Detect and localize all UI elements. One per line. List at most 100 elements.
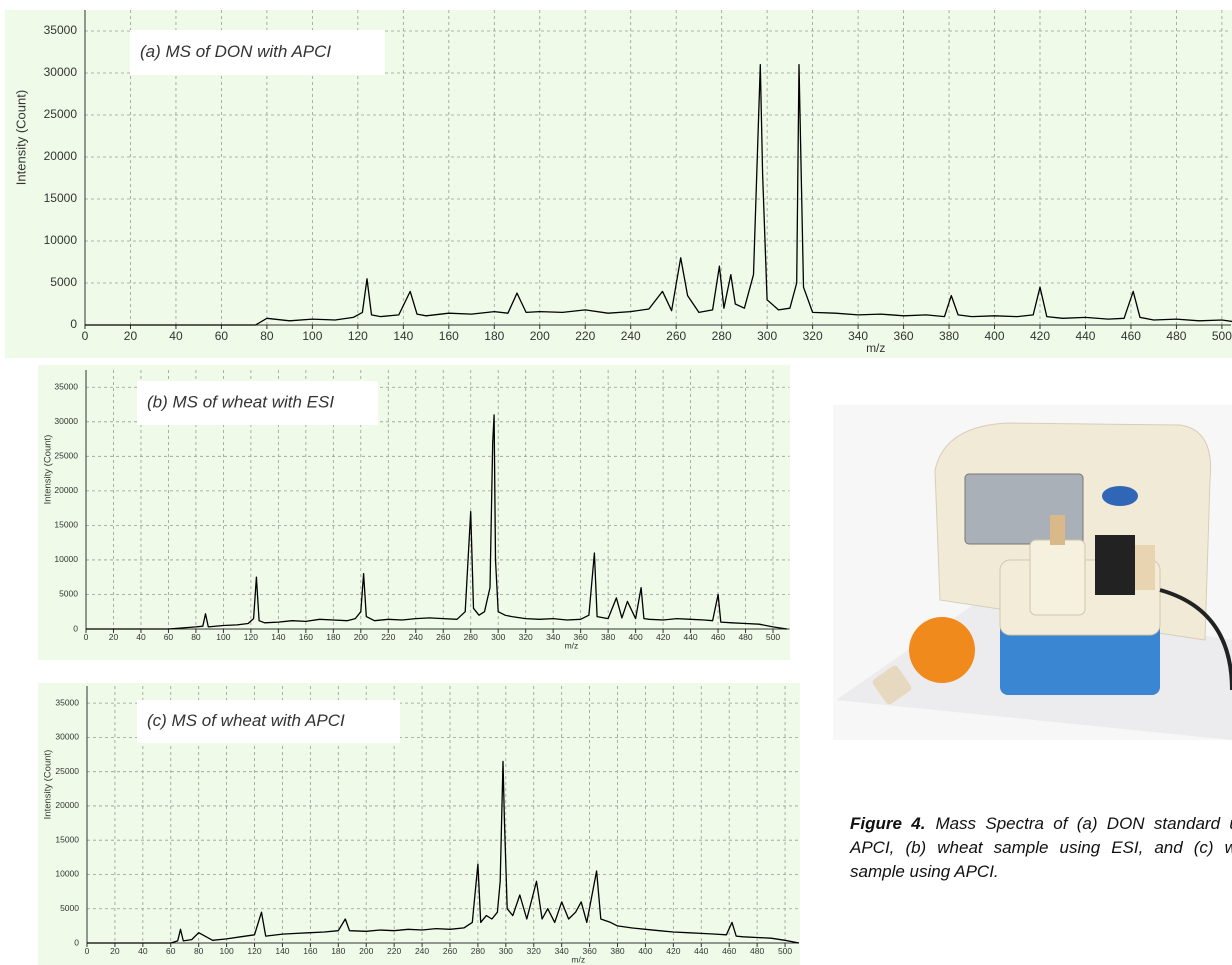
spectrum-chart: 0 5000 10000 15000 20000 25000 30000 35000 0 20 40… (38, 683, 800, 965)
x-tick-label: 460 (722, 946, 736, 956)
figure-caption: Figure 4. Mass Spectra of (a) DON standar… (850, 812, 1232, 884)
x-tick-label: 500 (778, 946, 792, 956)
x-tick-label: 440 (694, 946, 708, 956)
spectrum-chart: 0 5000 10000 15000 20000 25000 30000 35000 0 20 40… (5, 10, 1232, 358)
x-tick-label: 180 (326, 632, 340, 642)
x-tick-label: 240 (409, 632, 423, 642)
y-tick-label: 30000 (54, 416, 78, 426)
x-axis-label: m/z (866, 341, 885, 355)
x-tick-label: 80 (191, 632, 201, 642)
x-tick-label: 20 (124, 329, 138, 343)
x-tick-label: 300 (499, 946, 513, 956)
x-tick-label: 280 (464, 632, 478, 642)
y-tick-label: 15000 (55, 834, 79, 844)
y-tick-label: 5000 (50, 275, 77, 289)
x-tick-label: 80 (260, 329, 274, 343)
y-axis-label: Intensity (Count) (43, 750, 54, 820)
x-tick-label: 160 (299, 632, 313, 642)
caption-text: Mass Spectra of (a) DON standard using A… (850, 814, 1232, 881)
x-tick-label: 60 (215, 329, 229, 343)
x-tick-label: 420 (666, 946, 680, 956)
x-tick-label: 360 (582, 946, 596, 956)
y-tick-label: 0 (73, 623, 78, 633)
annotation-box (137, 381, 378, 425)
x-tick-label: 220 (575, 329, 595, 343)
x-axis-label: m/z (565, 640, 579, 650)
x-tick-label: 400 (629, 632, 643, 642)
chart-annotation: (b) MS of wheat with ESI (147, 392, 334, 411)
x-tick-label: 440 (1075, 329, 1095, 343)
y-tick-label: 25000 (55, 766, 79, 776)
x-tick-label: 340 (848, 329, 868, 343)
x-tick-label: 380 (939, 329, 959, 343)
x-tick-label: 200 (354, 632, 368, 642)
x-tick-label: 340 (546, 632, 560, 642)
x-tick-label: 220 (381, 632, 395, 642)
x-tick-label: 120 (244, 632, 258, 642)
x-tick-label: 480 (750, 946, 764, 956)
spectrum-chart: 0 5000 10000 15000 20000 25000 30000 35000 0 20 40… (38, 365, 790, 660)
x-tick-label: 340 (555, 946, 569, 956)
spectrum-line (86, 414, 787, 630)
x-tick-label: 120 (247, 946, 261, 956)
x-tick-label: 320 (527, 946, 541, 956)
x-tick-label: 400 (985, 329, 1005, 343)
y-tick-label: 25000 (44, 107, 78, 121)
x-tick-label: 100 (216, 632, 230, 642)
y-tick-label: 20000 (54, 485, 78, 495)
y-tick-label: 20000 (55, 800, 79, 810)
x-tick-label: 200 (359, 946, 373, 956)
x-tick-label: 480 (738, 632, 752, 642)
x-tick-label: 420 (656, 632, 670, 642)
x-tick-label: 300 (491, 632, 505, 642)
x-tick-label: 220 (387, 946, 401, 956)
x-tick-label: 260 (443, 946, 457, 956)
spectrum-line (87, 760, 800, 944)
y-tick-label: 5000 (59, 589, 78, 599)
chart-annotation: (a) MS of DON with APCI (140, 42, 331, 61)
y-tick-label: 30000 (44, 65, 78, 79)
x-tick-label: 240 (415, 946, 429, 956)
chart-annotation: (c) MS of wheat with APCI (147, 711, 345, 730)
y-axis-label: Intensity (Count) (43, 435, 54, 505)
caption-label: Figure 4. (850, 814, 926, 833)
x-tick-label: 400 (638, 946, 652, 956)
x-tick-label: 500 (1212, 329, 1232, 343)
x-tick-label: 280 (471, 946, 485, 956)
annotation-box (130, 30, 385, 75)
x-tick-label: 360 (894, 329, 914, 343)
x-tick-label: 480 (1166, 329, 1186, 343)
x-tick-label: 240 (621, 329, 641, 343)
y-tick-label: 15000 (44, 191, 78, 205)
x-tick-label: 460 (1121, 329, 1141, 343)
x-tick-label: 140 (271, 632, 285, 642)
x-tick-label: 280 (712, 329, 732, 343)
x-tick-label: 260 (436, 632, 450, 642)
x-tick-label: 380 (610, 946, 624, 956)
x-tick-label: 360 (574, 632, 588, 642)
spectrum-line (85, 63, 1232, 326)
y-tick-label: 15000 (54, 520, 78, 530)
y-tick-label: 0 (70, 317, 77, 331)
x-tick-label: 120 (348, 329, 368, 343)
x-tick-label: 40 (136, 632, 146, 642)
y-tick-label: 5000 (60, 903, 79, 913)
x-tick-label: 180 (331, 946, 345, 956)
y-tick-label: 35000 (55, 697, 79, 707)
x-tick-label: 0 (84, 632, 89, 642)
x-tick-label: 460 (711, 632, 725, 642)
x-tick-label: 180 (484, 329, 504, 343)
x-tick-label: 100 (220, 946, 234, 956)
instrument-photo (833, 405, 1232, 740)
x-tick-label: 320 (803, 329, 823, 343)
y-tick-label: 30000 (55, 732, 79, 742)
x-tick-label: 320 (519, 632, 533, 642)
x-tick-label: 380 (601, 632, 615, 642)
y-tick-label: 0 (74, 937, 79, 947)
y-tick-label: 35000 (44, 23, 78, 37)
x-tick-label: 260 (666, 329, 686, 343)
x-tick-label: 160 (303, 946, 317, 956)
x-tick-label: 160 (439, 329, 459, 343)
